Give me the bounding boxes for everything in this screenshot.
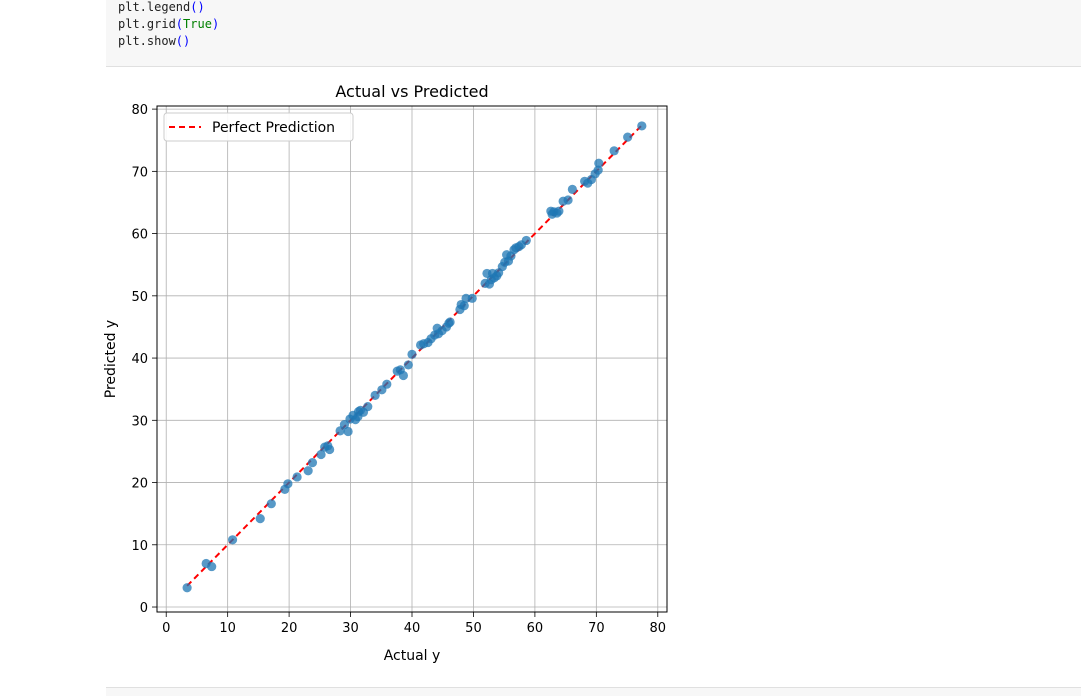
legend-box bbox=[163, 112, 354, 142]
scatter-point bbox=[609, 146, 619, 156]
scatter-point bbox=[407, 349, 417, 359]
y-tick-label: 40 bbox=[131, 352, 148, 367]
scatter-point bbox=[467, 293, 477, 303]
x-tick-label: 60 bbox=[527, 621, 544, 636]
chart-title: Actual vs Predicted bbox=[335, 82, 488, 101]
legend-label: Perfect Prediction bbox=[212, 120, 335, 136]
scatter-point bbox=[283, 479, 293, 489]
y-tick-label: 20 bbox=[131, 477, 148, 492]
scatter-point bbox=[563, 195, 573, 205]
scatter-point bbox=[292, 472, 302, 482]
scatter-point bbox=[370, 390, 380, 401]
y-tick-label: 10 bbox=[131, 539, 148, 554]
x-tick-label: 50 bbox=[465, 621, 482, 636]
scatter-point bbox=[343, 426, 353, 437]
scatter-point bbox=[266, 499, 276, 509]
scatter-point bbox=[521, 235, 531, 246]
y-tick-label: 60 bbox=[131, 228, 148, 243]
scatter-point bbox=[255, 514, 265, 524]
x-tick-label: 40 bbox=[404, 621, 421, 636]
scatter-point bbox=[207, 561, 217, 572]
code-line-legend: plt.legend() bbox=[118, 0, 205, 14]
scatter-point bbox=[363, 402, 373, 412]
x-tick-label: 30 bbox=[342, 621, 359, 636]
scatter-point bbox=[459, 301, 469, 311]
next-code-cell[interactable] bbox=[106, 687, 1081, 696]
scatter-point bbox=[382, 379, 392, 389]
scatter-point bbox=[227, 535, 238, 545]
y-axis-label: Predicted y bbox=[103, 320, 119, 398]
y-tick-label: 50 bbox=[131, 290, 148, 305]
x-tick-label: 70 bbox=[588, 621, 605, 636]
scatter-point bbox=[554, 206, 564, 216]
x-tick-label: 0 bbox=[162, 621, 170, 636]
code-cell[interactable]: plt.legend() plt.grid(True) plt.show() bbox=[106, 0, 1081, 67]
x-tick-label: 80 bbox=[650, 621, 667, 636]
y-tick-label: 0 bbox=[140, 601, 148, 616]
axis-ticks: 0 10 20 30 40 50 60 70 80 0 10 20 30 40 50 60 70 80 bbox=[131, 103, 666, 636]
y-tick-label: 80 bbox=[131, 103, 148, 118]
scatter-point bbox=[637, 121, 647, 131]
scatter-point bbox=[339, 420, 350, 430]
scatter-point bbox=[445, 317, 455, 327]
scatter-points bbox=[182, 121, 647, 593]
scatter-point bbox=[316, 449, 326, 460]
scatter-point bbox=[403, 360, 413, 370]
scatter-point bbox=[593, 165, 603, 175]
y-tick-label: 70 bbox=[131, 165, 148, 180]
code-line-show: plt.show() bbox=[118, 34, 191, 48]
scatter-point bbox=[325, 444, 335, 455]
x-axis-label: Actual y bbox=[384, 648, 441, 664]
scatter-point bbox=[182, 583, 192, 593]
scatter-point bbox=[623, 132, 633, 142]
scatter-point bbox=[398, 370, 408, 381]
legend: Perfect Prediction bbox=[163, 112, 354, 142]
scatter-point bbox=[594, 158, 604, 168]
scatter-point bbox=[567, 184, 577, 194]
scatter-point bbox=[303, 466, 313, 476]
y-tick-label: 30 bbox=[131, 414, 148, 429]
x-tick-label: 20 bbox=[281, 621, 298, 636]
scatter-point bbox=[307, 458, 318, 468]
code-line-grid: plt.grid(True) bbox=[118, 17, 220, 31]
scatter-chart: Actual vs Predicted 0 10 20 30 40 50 60 70 80 0 10… bbox=[103, 82, 668, 664]
x-tick-label: 10 bbox=[219, 621, 236, 636]
